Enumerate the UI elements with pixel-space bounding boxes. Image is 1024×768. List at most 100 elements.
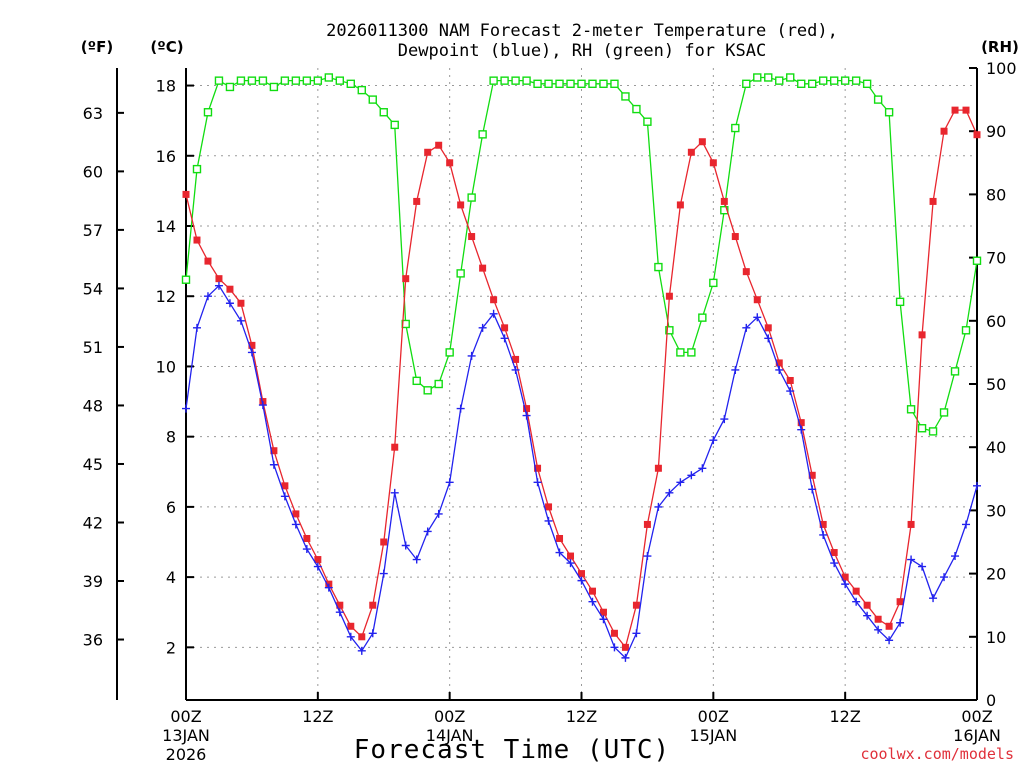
dewpoint-point bbox=[522, 411, 531, 420]
dewpoint-point bbox=[302, 545, 311, 554]
rh-tick-label: 40 bbox=[986, 438, 1006, 457]
temperature-point bbox=[819, 520, 827, 528]
temperature-point bbox=[863, 601, 871, 609]
series-temperature bbox=[182, 106, 981, 651]
rh-point bbox=[895, 297, 905, 307]
dewpoint-point bbox=[907, 555, 916, 564]
dewpoint-point bbox=[599, 615, 608, 624]
dewpoint-point bbox=[357, 646, 366, 655]
dewpoint-point bbox=[819, 530, 828, 539]
dewpoint-point bbox=[731, 365, 740, 374]
temperature-point bbox=[556, 534, 564, 542]
celsius-unit-label: (ºC) bbox=[150, 38, 183, 56]
x-tick-label: 00Z bbox=[961, 707, 992, 726]
dewpoint-point bbox=[412, 555, 421, 564]
dewpoint-point bbox=[555, 548, 564, 557]
dewpoint-point bbox=[313, 562, 322, 571]
dewpoint-point bbox=[654, 502, 663, 511]
dewpoint-point bbox=[423, 527, 432, 536]
rh-point bbox=[599, 79, 608, 89]
rh-point bbox=[181, 275, 191, 284]
dewpoint-point bbox=[500, 334, 509, 343]
dewpoint-point bbox=[808, 485, 817, 494]
rh-point bbox=[390, 120, 399, 130]
rh-point bbox=[522, 76, 531, 85]
dewpoint-point bbox=[280, 492, 289, 501]
x-tick-year-label: 2026 bbox=[166, 745, 207, 764]
chart-title: 2026011300 NAM Forecast 2-meter Temperat… bbox=[326, 21, 838, 61]
temperature-point bbox=[347, 622, 355, 630]
fahrenheit-tick-label: 60 bbox=[83, 162, 103, 181]
temperature-point bbox=[402, 275, 410, 283]
dewpoint-point bbox=[225, 299, 234, 308]
rh-point bbox=[566, 79, 575, 89]
dewpoint-point bbox=[951, 552, 960, 561]
rh-point bbox=[906, 405, 916, 414]
temperature-point bbox=[797, 419, 805, 427]
dewpoint-point bbox=[544, 516, 553, 525]
tick-labels: 2 4 6 8 10 12 14 16 18 36 39 42 45 48 51 54 57 60 63 0 10 20 3… bbox=[83, 59, 1017, 764]
rh-point bbox=[840, 76, 850, 85]
temperature-point bbox=[534, 464, 542, 472]
rh-point bbox=[808, 79, 817, 89]
rh-point bbox=[269, 82, 279, 92]
x-tick-date-label: 14JAN bbox=[426, 726, 474, 745]
dewpoint-point bbox=[214, 281, 223, 290]
rh-point bbox=[379, 108, 388, 117]
dewpoint-point bbox=[610, 643, 619, 652]
dewpoint-point bbox=[588, 597, 597, 606]
dewpoint-point bbox=[885, 636, 894, 645]
rh-point bbox=[423, 386, 432, 395]
dewpoint-point bbox=[863, 611, 872, 620]
rh-point bbox=[698, 313, 707, 322]
rh-point bbox=[972, 256, 982, 265]
temperature-point bbox=[610, 629, 618, 637]
rh-point bbox=[511, 76, 520, 85]
temperature-point bbox=[698, 138, 706, 146]
x-tick-label: 12Z bbox=[830, 707, 861, 726]
dewpoint-point bbox=[335, 608, 344, 617]
rh-point bbox=[917, 424, 927, 433]
rh-point bbox=[621, 92, 630, 101]
temperature-point bbox=[369, 601, 377, 609]
temperature-point bbox=[479, 264, 487, 272]
temperature-point bbox=[841, 573, 849, 581]
rh-point bbox=[851, 76, 861, 85]
rh-line bbox=[185, 76, 978, 433]
temperature-point bbox=[314, 556, 322, 564]
fahrenheit-tick-label: 36 bbox=[83, 631, 103, 650]
rh-tick-label: 0 bbox=[986, 691, 996, 710]
dewpoint-point bbox=[203, 292, 212, 301]
rh-tick-label: 30 bbox=[986, 501, 1006, 520]
fahrenheit-tick-label: 42 bbox=[83, 513, 103, 532]
dewpoint-point bbox=[709, 436, 718, 445]
temperature-point bbox=[775, 359, 783, 367]
fahrenheit-tick-label: 51 bbox=[83, 338, 103, 357]
temperature-point bbox=[435, 141, 443, 149]
dewpoint-point bbox=[962, 520, 971, 529]
fahrenheit-unit-label: (ºF) bbox=[81, 38, 113, 56]
celsius-tick-label: 6 bbox=[166, 498, 176, 517]
rh-point bbox=[742, 79, 751, 89]
rh-point bbox=[368, 95, 377, 104]
temperature-point bbox=[424, 148, 432, 156]
temperature-point bbox=[951, 106, 959, 114]
temperature-point bbox=[753, 296, 761, 304]
dewpoint-point bbox=[676, 478, 685, 487]
temperature-point bbox=[896, 598, 904, 606]
dewpoint-point bbox=[533, 478, 542, 487]
rh-point bbox=[786, 73, 795, 82]
dewpoint-point bbox=[896, 618, 905, 627]
temperature-point bbox=[764, 324, 772, 332]
dewpoint-point bbox=[368, 629, 377, 638]
dewpoint-point bbox=[786, 387, 795, 396]
dewpoint-point bbox=[269, 460, 278, 469]
axes bbox=[116, 67, 978, 701]
temperature-point bbox=[621, 643, 629, 651]
temperature-point bbox=[852, 587, 860, 595]
dewpoint-point bbox=[830, 559, 839, 568]
chart-title-line-1: 2026011300 NAM Forecast 2-meter Temperat… bbox=[326, 21, 838, 41]
rh-point bbox=[862, 79, 872, 89]
rh-point bbox=[961, 326, 971, 335]
fahrenheit-tick-label: 57 bbox=[83, 221, 103, 240]
